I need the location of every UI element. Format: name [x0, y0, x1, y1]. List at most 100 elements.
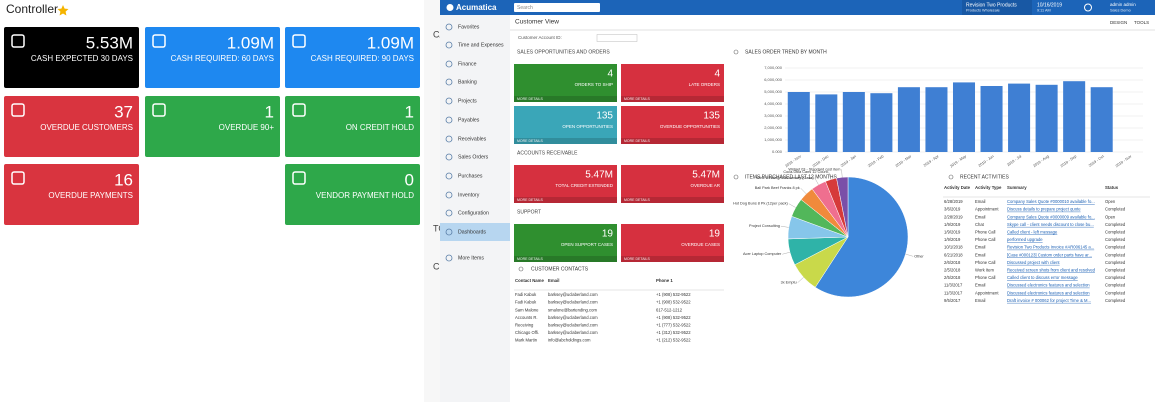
menu-item[interactable]: Sales Orders	[458, 154, 489, 160]
menu-icon	[445, 60, 453, 68]
slice-label: 3x Emptu	[781, 281, 797, 285]
search-box[interactable]	[514, 3, 600, 12]
widget-title: CUSTOMER CONTACTS	[531, 266, 589, 272]
leader-line	[780, 225, 789, 228]
table-cell: Fadi Kabuk	[515, 300, 537, 305]
help-icon[interactable]	[1084, 3, 1092, 12]
tile-value: 5.47M	[692, 170, 720, 181]
menu-item[interactable]: Payables	[458, 117, 480, 123]
filter-label: Customer Account ID:	[518, 35, 562, 40]
tile-footer	[514, 197, 617, 203]
table-cell[interactable]: Discussed electronics features and selec…	[1007, 283, 1090, 288]
table-cell[interactable]: Draft invoice # 000062 for project Time …	[1007, 298, 1091, 303]
filter-input[interactable]	[596, 34, 638, 42]
kpi-tile[interactable]	[285, 96, 420, 157]
tile-label: LATE ORDERS	[689, 82, 720, 87]
kpi-tile[interactable]	[145, 27, 280, 88]
bar	[815, 94, 838, 152]
kpi-tile[interactable]	[4, 27, 139, 88]
menu-item[interactable]: Projects	[458, 98, 477, 104]
company-switcher[interactable]	[962, 0, 1032, 15]
menu-item[interactable]: Time and Expenses	[458, 42, 504, 48]
menu-item[interactable]: Inventory	[458, 192, 480, 198]
slice-label: Wine Reisling Chardonnay (Case)	[756, 176, 814, 180]
table-cell[interactable]: Discuss details to prepare project quote	[1007, 207, 1081, 212]
kpi-tile[interactable]	[285, 27, 420, 88]
kpi-tile[interactable]	[514, 165, 617, 203]
menu-item[interactable]: Purchases	[458, 173, 483, 179]
table-cell[interactable]: Revision Two Products Invoice #AR006145 …	[1007, 245, 1094, 250]
kpi-tile[interactable]	[4, 96, 139, 157]
kpi-tile[interactable]	[621, 224, 724, 262]
kpi-tile[interactable]	[621, 106, 724, 144]
kpi-tile[interactable]	[514, 224, 617, 262]
menu-item[interactable]: Favorites	[458, 24, 480, 30]
table-cell: Phone Call	[975, 260, 996, 265]
kpi-tile[interactable]	[285, 164, 420, 225]
table-cell: 1/9/2019	[944, 230, 961, 235]
user-sub: Sales Demo	[1110, 9, 1131, 13]
kpi-tile[interactable]	[514, 64, 617, 102]
table-cell[interactable]: Called client - left message	[1007, 230, 1058, 235]
section-title: SUPPORT	[517, 209, 541, 215]
table-cell[interactable]: Called client to discuss error message	[1007, 275, 1078, 280]
table-cell: barksey@uclaberland.com	[548, 323, 598, 328]
table-cell[interactable]: Company Sales Quote #0000009 available f…	[1007, 214, 1095, 219]
tile-value: 4	[714, 69, 720, 80]
y-tick-label: 7,000,000	[764, 65, 783, 70]
table-cell: 11/3/2017	[944, 283, 963, 288]
y-tick-label: 2,000,000	[764, 125, 783, 130]
table-cell: Completed	[1105, 268, 1126, 273]
kpi-tile[interactable]	[621, 165, 724, 203]
chart-title: SALES ORDER TREND BY MONTH	[745, 49, 827, 55]
table-cell[interactable]: Skype call - client needs discount to cl…	[1007, 222, 1094, 227]
leader-line	[797, 277, 804, 283]
table-cell: Completed	[1105, 222, 1126, 227]
more-details: MORE DETAILS	[624, 198, 650, 202]
table-cell[interactable]: Received screen shots from client and re…	[1007, 268, 1096, 273]
kpi-tile[interactable]	[514, 106, 617, 144]
leader-line	[828, 171, 832, 180]
logo-icon	[446, 4, 454, 11]
bar	[787, 92, 810, 152]
table-cell: Completed	[1105, 230, 1126, 235]
tile-footer	[621, 256, 724, 262]
menu-item[interactable]: Configuration	[458, 210, 489, 216]
table-cell[interactable]: Company Sales Quote #0000010 available f…	[1007, 199, 1095, 204]
menu-item[interactable]: Dashboards	[458, 229, 486, 235]
table-cell: 2/6/2018	[944, 260, 961, 265]
table-cell[interactable]: [Case #000123] Custom order parts have a…	[1007, 252, 1092, 257]
column-header: Email	[548, 278, 559, 283]
table-cell[interactable]: Discussed project with client	[1007, 260, 1060, 265]
page-title: Customer View	[515, 19, 559, 26]
kpi-tile[interactable]	[145, 96, 280, 157]
favorite-star[interactable]	[57, 5, 69, 16]
menu-item[interactable]: Banking	[458, 79, 477, 85]
leader-line	[800, 188, 807, 195]
kpi-tile[interactable]	[4, 164, 139, 225]
more-details: MORE DETAILS	[624, 257, 650, 261]
table-cell: +1 (908) 532-9522	[656, 315, 691, 320]
table-cell: +1 (777) 532-9522	[656, 323, 691, 328]
menu-item[interactable]: Receivables	[458, 136, 487, 142]
tile-value: 1.09M	[227, 33, 274, 52]
table-cell[interactable]: Discussed electronics features and selec…	[1007, 290, 1090, 295]
table-cell: 6/21/2018	[944, 252, 963, 257]
action[interactable]: TOOLS	[1134, 20, 1149, 25]
column-header: Summary	[1007, 185, 1027, 190]
section-title: ACCOUNTS RECEIVABLE	[517, 150, 578, 156]
table-cell: Open	[1105, 199, 1116, 204]
leader-line	[814, 177, 819, 185]
tile-label: OVERDUE AR	[690, 183, 720, 188]
refresh-icon	[733, 49, 739, 55]
table-cell: Completed	[1105, 252, 1126, 257]
slice-label: Widget 03 - Standard cost item	[788, 167, 840, 171]
table-cell[interactable]: performed upgrade	[1007, 237, 1043, 242]
table-cell: Email	[975, 245, 986, 250]
kpi-tile[interactable]	[621, 64, 724, 102]
menu-icon	[445, 228, 453, 236]
tile-label: OVERDUE OPPORTUNITIES	[660, 124, 720, 129]
action[interactable]: DESIGN	[1110, 20, 1127, 25]
menu-item[interactable]: More Items	[458, 255, 484, 261]
menu-item[interactable]: Finance	[458, 61, 477, 67]
